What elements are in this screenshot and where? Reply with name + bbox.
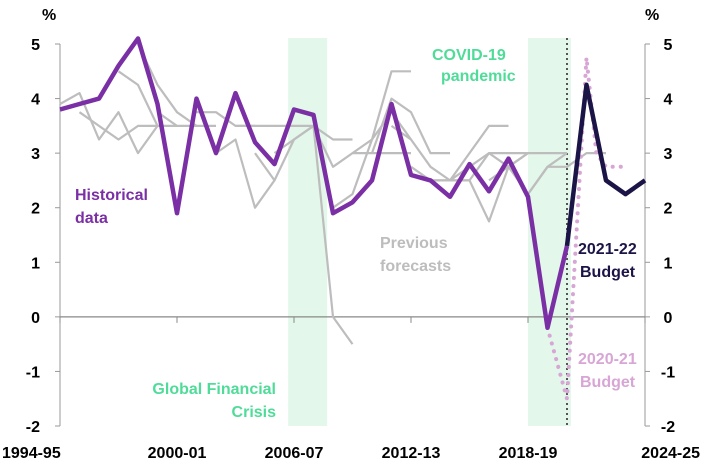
previous-forecast-line-2 [117,70,177,128]
y-unit-right: % [645,7,659,24]
y-tick-label-left: 4 [31,92,40,109]
y-tick-label-left: -1 [26,364,40,381]
y-tick-label-left: 1 [31,255,40,272]
y-tick-label-left: 0 [31,310,40,327]
budget-2020-label-line2: Budget [580,374,636,391]
previous-forecast-line-10 [312,125,411,168]
x-tick-label: 2006-07 [265,445,324,462]
previous-forecast-line-19 [468,152,567,182]
budget-2021-22-line [564,82,647,247]
historical-label-line2: data [75,210,108,227]
budget-2021-label-line1: 2021-22 [578,241,637,258]
previous-label-line2: forecasts [380,258,451,275]
x-tick-label: 2024-25 [641,445,700,462]
x-tick-label: 1994-95 [2,445,61,462]
previous-forecast-line-21 [527,152,606,195]
x-tick-label: 2018-19 [499,445,558,462]
gfc-label-line1: Global Financial [152,381,276,398]
historical-data-line [59,36,570,331]
previous-forecast-line-3 [137,43,198,127]
tick-labels: 5 5 4 4 3 3 2 2 1 1 0 0 -1 -1 -2 -2 1994-95 2000-01 2006-0… [2,37,700,462]
gfc-label-line2: Crisis [232,404,277,421]
previous-forecast-line-1 [78,111,158,141]
previous-forecast-line-17 [430,152,528,182]
shade-period-0 [288,38,328,426]
previous-forecast-line-0 [59,91,159,155]
budget-2021-label-line2: Budget [580,264,636,281]
y-tick-label-right: 2 [664,201,673,218]
previous-label-line1: Previous [380,235,448,252]
y-tick-label-left: 2 [31,201,40,218]
y-tick-label-right: 3 [664,146,673,163]
y-tick-label-left: -2 [26,419,40,436]
main-series [59,36,647,401]
y-tick-label-right: 5 [664,37,673,54]
previous-forecast-line-11 [312,125,354,345]
y-tick-label-left: 5 [31,37,40,54]
previous-forecast-line-14 [370,97,450,155]
shaded-periods [288,38,571,426]
covid-label-line1: COVID-19 [432,47,506,64]
y-unit-left: % [42,7,56,24]
y-tick-label-left: 3 [31,146,40,163]
y-tick-label-right: 4 [664,92,673,109]
x-tick-label: 2000-01 [148,445,207,462]
previous-forecast-line-13 [351,70,411,155]
covid-label-line2: pandemic [441,68,516,85]
y-tick-label-right: 0 [664,310,673,327]
budget-2020-21-line [545,55,628,401]
y-tick-label-right: -1 [661,364,675,381]
budget-2020-label-line1: 2020-21 [578,351,637,368]
previous-forecast-line-6 [215,138,276,209]
historical-label-line1: Historical [75,187,148,204]
y-tick-label-right: 1 [664,255,673,272]
x-tick-label: 2012-13 [382,445,441,462]
y-tick-label-right: -2 [661,419,675,436]
